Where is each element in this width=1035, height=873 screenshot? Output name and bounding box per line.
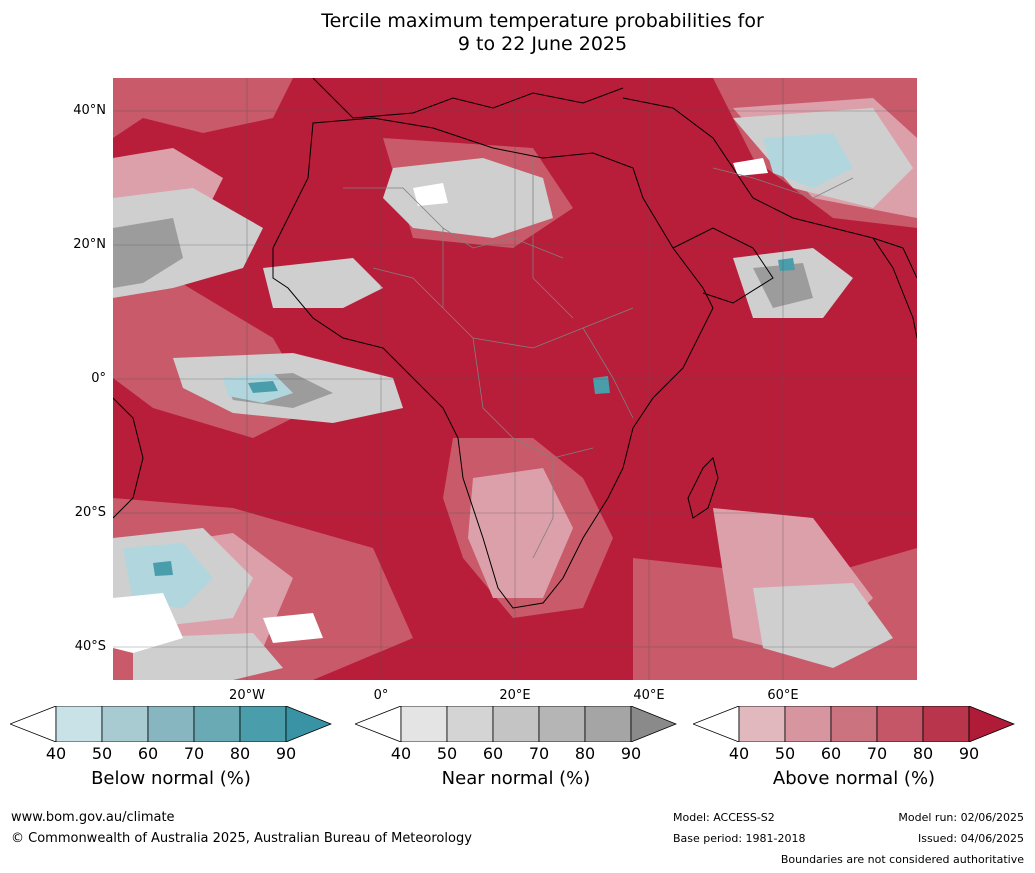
footer-model: Model: ACCESS-S2 <box>673 811 775 824</box>
colorbar-below-normal <box>10 706 332 742</box>
europe-coastline <box>312 78 624 119</box>
lat-label-0: 0° <box>91 371 106 386</box>
lat-label-20n: 20°N <box>73 237 106 252</box>
probability-map <box>113 78 917 680</box>
coastlines <box>113 78 917 609</box>
colorbar-near-segment <box>538 706 586 742</box>
footer-model-run: Model run: 02/06/2025 <box>898 811 1024 824</box>
lat-label-40s: 40°S <box>74 639 106 654</box>
map-canvas <box>113 78 917 680</box>
madagascar-coastline <box>687 457 719 519</box>
colorbar-below-lower-extend <box>10 706 57 742</box>
footer-base-period: Base period: 1981-2018 <box>673 832 806 845</box>
colorbar-tick: 60 <box>137 744 159 763</box>
colorbar-tick: 80 <box>574 744 596 763</box>
footer-issued: Issued: 04/06/2025 <box>917 832 1024 845</box>
colorbar-tick: 90 <box>620 744 642 763</box>
colorbar-near-lower-extend <box>355 706 402 742</box>
colorbar-near-upper-extend <box>630 706 677 742</box>
colorbar-above-segment <box>876 706 924 742</box>
south-america-coastline <box>113 397 144 519</box>
colorbar-above-segment <box>830 706 878 742</box>
colorbar-near-segment <box>400 706 448 742</box>
colorbar-tick: 40 <box>728 744 750 763</box>
colorbar-below-segment <box>147 706 195 742</box>
colorbar-tick: 90 <box>958 744 980 763</box>
colorbar-tick: 90 <box>275 744 297 763</box>
colorbar-tick: 60 <box>820 744 842 763</box>
colorbar-above-normal <box>693 706 1015 742</box>
colorbar-near-normal <box>355 706 677 742</box>
colorbar-above-lower-extend <box>693 706 740 742</box>
colorbar-above-segment <box>738 706 786 742</box>
colorbar-near-segment <box>492 706 540 742</box>
colorbar-below-upper-extend <box>285 706 332 742</box>
map-title: Tercile maximum temperature probabilitie… <box>0 10 1035 56</box>
colorbar-below-segment <box>55 706 103 742</box>
lon-label-20w: 20°W <box>229 688 265 703</box>
lon-label-0: 0° <box>373 688 389 703</box>
footer-copyright: © Commonwealth of Australia 2025, Austra… <box>11 831 472 846</box>
country-borders <box>343 158 854 559</box>
graticule <box>113 78 917 680</box>
lon-label-60e: 60°E <box>767 688 799 703</box>
colorbar-tick: 80 <box>912 744 934 763</box>
colorbar-tick: 70 <box>866 744 888 763</box>
colorbar-tick: 50 <box>91 744 113 763</box>
colorbar-tick: 80 <box>229 744 251 763</box>
colorbar-tick: 40 <box>45 744 67 763</box>
lon-label-20e: 20°E <box>499 688 531 703</box>
colorbar-tick: 70 <box>183 744 205 763</box>
colorbar-near-label: Near normal (%) <box>441 768 591 789</box>
footer-website[interactable]: www.bom.gov.au/climate <box>11 810 175 825</box>
africa-coastline <box>272 117 714 609</box>
title-line-1: Tercile maximum temperature probabilitie… <box>321 10 764 32</box>
colorbar-tick: 70 <box>528 744 550 763</box>
colorbar-below-segment <box>239 706 287 742</box>
colorbar-above-segment <box>922 706 970 742</box>
arabian-peninsula-coastline <box>672 227 774 304</box>
no-signal-areas <box>113 158 768 653</box>
below-normal-dark-areas <box>153 258 795 576</box>
colorbar-tick: 50 <box>774 744 796 763</box>
arabia-asia-coastline <box>622 97 917 279</box>
colorbar-near-segment <box>584 706 632 742</box>
footer-disclaimer: Boundaries are not considered authoritat… <box>780 853 1024 866</box>
colorbar-above-label: Above normal (%) <box>772 768 936 789</box>
india-coastline <box>872 237 917 339</box>
colorbar-above-segment <box>784 706 832 742</box>
colorbar-below-segment <box>193 706 241 742</box>
lat-label-40n: 40°N <box>73 103 106 118</box>
colorbar-tick: 40 <box>390 744 412 763</box>
colorbar-below-label: Below normal (%) <box>91 768 251 789</box>
colorbar-above-upper-extend <box>968 706 1015 742</box>
colorbar-near-segment <box>446 706 494 742</box>
colorbar-tick: 50 <box>436 744 458 763</box>
lon-label-40e: 40°E <box>633 688 665 703</box>
title-line-2: 9 to 22 June 2025 <box>457 33 628 55</box>
colorbar-tick: 60 <box>482 744 504 763</box>
colorbar-below-segment <box>101 706 149 742</box>
lat-label-20s: 20°S <box>74 505 106 520</box>
